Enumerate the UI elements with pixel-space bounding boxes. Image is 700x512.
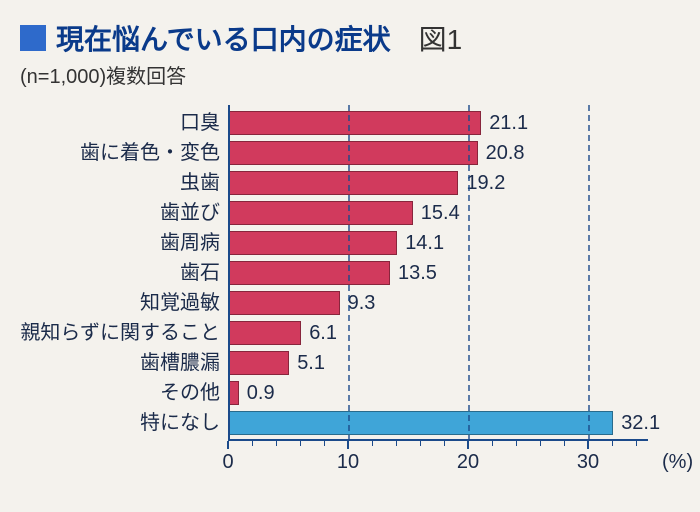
bar bbox=[228, 261, 390, 285]
bar bbox=[228, 111, 481, 135]
x-minor-tick bbox=[396, 441, 397, 446]
category-label: 虫歯 bbox=[180, 171, 228, 195]
x-minor-tick bbox=[564, 441, 565, 446]
category-label: 親知らずに関すること bbox=[20, 321, 228, 345]
bar-row: 歯石13.5 bbox=[228, 261, 648, 285]
category-label: 歯に着色・変色 bbox=[80, 141, 228, 165]
figure-number-label: 図1 bbox=[419, 18, 463, 58]
x-minor-tick bbox=[612, 441, 613, 446]
category-label: 口臭 bbox=[180, 111, 228, 135]
x-tick-label: 30 bbox=[577, 451, 599, 474]
x-minor-tick bbox=[324, 441, 325, 446]
square-marker-icon bbox=[20, 25, 46, 51]
x-minor-tick bbox=[252, 441, 253, 446]
x-tick-label: 20 bbox=[457, 451, 479, 474]
x-minor-tick bbox=[636, 441, 637, 446]
bar-row: 口臭21.1 bbox=[228, 111, 648, 135]
bar bbox=[228, 291, 340, 315]
bar-row: 歯周病14.1 bbox=[228, 231, 648, 255]
x-tick bbox=[587, 441, 589, 449]
category-label: 知覚過敏 bbox=[140, 291, 228, 315]
bar-highlight bbox=[228, 411, 613, 435]
bar bbox=[228, 231, 397, 255]
category-label: 歯並び bbox=[160, 201, 228, 225]
bar bbox=[228, 321, 301, 345]
gridline bbox=[348, 105, 350, 441]
x-tick bbox=[227, 441, 229, 449]
bar-row: その他0.9 bbox=[228, 381, 648, 405]
x-minor-tick bbox=[516, 441, 517, 446]
bar-row: 虫歯19.2 bbox=[228, 171, 648, 195]
bar-row: 歯槽膿漏5.1 bbox=[228, 351, 648, 375]
gridline bbox=[588, 105, 590, 441]
value-label: 32.1 bbox=[621, 411, 660, 435]
x-axis-unit: (%) bbox=[662, 451, 693, 474]
bar bbox=[228, 201, 413, 225]
bar-row: 知覚過敏9.3 bbox=[228, 291, 648, 315]
category-label: 歯石 bbox=[180, 261, 228, 285]
bar-row: 歯に着色・変色20.8 bbox=[228, 141, 648, 165]
x-axis: 0102030(%) bbox=[228, 439, 648, 441]
category-label: 特になし bbox=[140, 411, 228, 435]
x-minor-tick bbox=[444, 441, 445, 446]
x-tick-label: 10 bbox=[337, 451, 359, 474]
chart-area: 口臭21.1歯に着色・変色20.8虫歯19.2歯並び15.4歯周病14.1歯石1… bbox=[20, 105, 680, 485]
bar-row: 親知らずに関すること6.1 bbox=[228, 321, 648, 345]
x-tick bbox=[467, 441, 469, 449]
plot-region: 口臭21.1 歯に着色・変色20.8 虫歯19.2 歯並び15.4 歯周病14.1 歯石1… bbox=[228, 105, 648, 441]
x-tick bbox=[347, 441, 349, 449]
bar bbox=[228, 351, 289, 375]
figure-title: 現在悩んでいる口内の症状 bbox=[56, 18, 391, 58]
y-axis bbox=[228, 105, 230, 441]
value-label: 14.1 bbox=[405, 231, 444, 255]
value-label: 15.4 bbox=[421, 201, 460, 225]
gridline bbox=[468, 105, 470, 441]
bar-row: 特になし32.1 bbox=[228, 411, 648, 435]
x-minor-tick bbox=[276, 441, 277, 446]
x-minor-tick bbox=[492, 441, 493, 446]
figure-subtitle: (n=1,000)複数回答 bbox=[20, 60, 680, 89]
value-label: 19.2 bbox=[466, 171, 505, 195]
category-label: 歯槽膿漏 bbox=[140, 351, 228, 375]
value-label: 5.1 bbox=[297, 351, 325, 375]
x-minor-tick bbox=[540, 441, 541, 446]
value-label: 6.1 bbox=[309, 321, 337, 345]
bar-row: 歯並び15.4 bbox=[228, 201, 648, 225]
category-label: 歯周病 bbox=[160, 231, 228, 255]
title-row: 現在悩んでいる口内の症状 図1 bbox=[20, 18, 680, 58]
value-label: 9.3 bbox=[348, 291, 376, 315]
bar bbox=[228, 141, 478, 165]
x-minor-tick bbox=[420, 441, 421, 446]
x-minor-tick bbox=[300, 441, 301, 446]
value-label: 21.1 bbox=[489, 111, 528, 135]
value-label: 13.5 bbox=[398, 261, 437, 285]
x-tick-label: 0 bbox=[222, 451, 233, 474]
figure-container: 現在悩んでいる口内の症状 図1 (n=1,000)複数回答 口臭21.1歯に着色… bbox=[0, 0, 700, 512]
value-label: 20.8 bbox=[486, 141, 525, 165]
category-label: その他 bbox=[160, 381, 228, 405]
bar bbox=[228, 171, 458, 195]
x-minor-tick bbox=[372, 441, 373, 446]
value-label: 0.9 bbox=[247, 381, 275, 405]
